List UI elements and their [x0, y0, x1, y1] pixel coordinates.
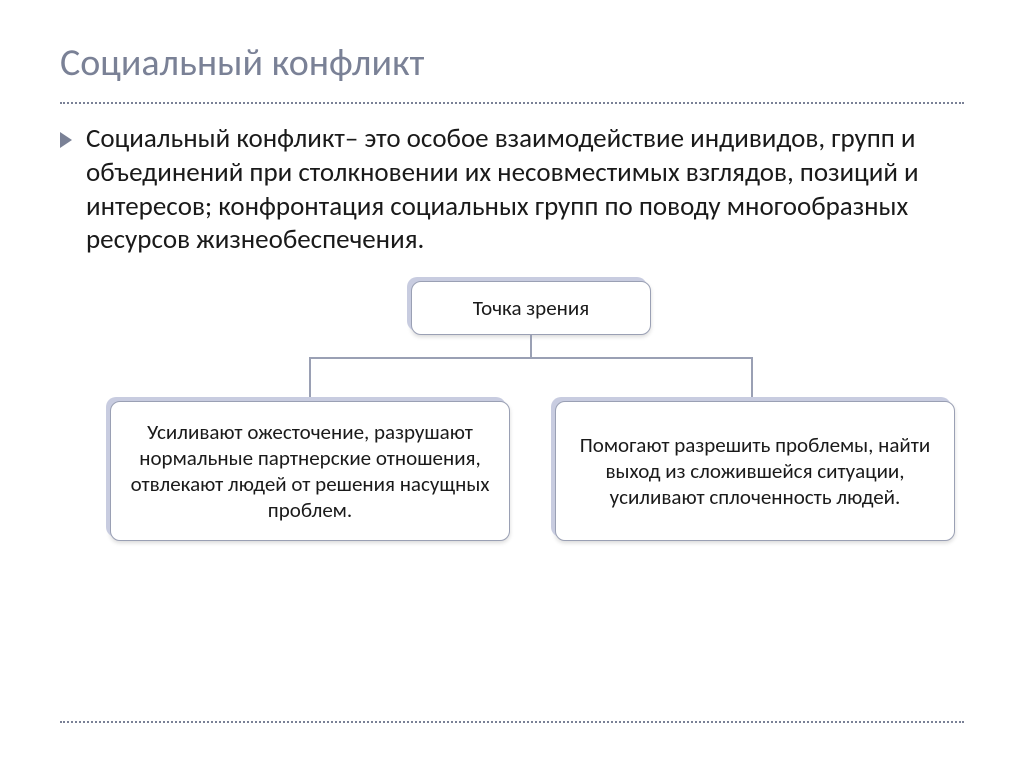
node-left: Усиливают ожесточение, разрушают нормаль…	[110, 401, 510, 541]
node-right-label: Помогают разрешить проблемы, найти выход…	[574, 432, 936, 511]
body-block: Социальный конфликт– это особое взаимоде…	[60, 122, 964, 257]
diagram: Точка зрения Усиливают ожесточение, разр…	[60, 281, 964, 571]
body-text: Социальный конфликт– это особое взаимоде…	[86, 122, 964, 257]
node-left-label: Усиливают ожесточение, разрушают нормаль…	[129, 419, 491, 524]
node-right: Помогают разрешить проблемы, найти выход…	[555, 401, 955, 541]
node-top-label: Точка зрения	[473, 295, 589, 321]
footer-divider	[60, 721, 964, 723]
title-divider	[60, 102, 964, 104]
connector	[751, 357, 753, 401]
connector	[309, 357, 753, 359]
node-top: Точка зрения	[411, 281, 651, 335]
slide-title: Социальный конфликт	[60, 40, 964, 96]
connector	[530, 335, 532, 357]
bullet-icon	[60, 132, 74, 148]
connector	[309, 357, 311, 401]
slide: Социальный конфликт Социальный конфликт–…	[0, 0, 1024, 767]
